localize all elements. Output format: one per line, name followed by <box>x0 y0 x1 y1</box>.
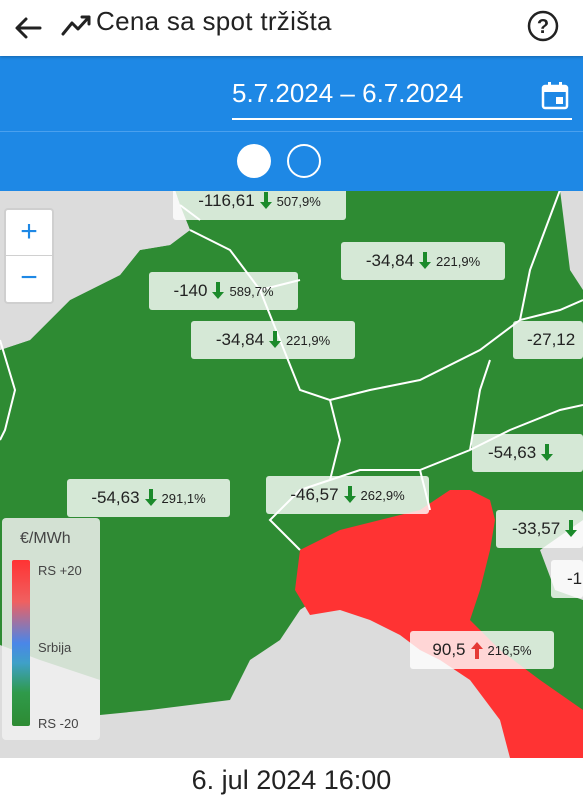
help-icon[interactable]: ? <box>526 9 560 43</box>
date-range-value: 5.7.2024 – 6.7.2024 <box>232 78 464 108</box>
legend-bottom-label: RS -20 <box>38 716 79 731</box>
trending-icon <box>61 15 91 36</box>
zoom-divider <box>6 255 52 256</box>
date-range-field[interactable]: 5.7.2024 – 6.7.2024 <box>232 74 572 120</box>
price-label-slovenia[interactable]: -33,57 <box>496 510 583 548</box>
price-value: -1 <box>567 569 583 588</box>
down-arrow-icon <box>419 252 432 269</box>
price-value: -54,63 <box>488 443 537 462</box>
legend-mid-label: Srbija <box>38 640 72 655</box>
price-label-austria[interactable]: -54,63 <box>472 434 583 472</box>
timestamp: 6. jul 2024 16:00 <box>191 765 392 795</box>
price-label-czechia[interactable]: -27,12 <box>513 321 583 359</box>
svg-text:?: ? <box>537 16 549 38</box>
back-arrow-icon[interactable] <box>10 10 46 46</box>
page-dot-inactive[interactable] <box>287 144 321 178</box>
price-label-france[interactable]: -54,63 291,1% <box>67 479 230 517</box>
price-value: 90,5 <box>432 640 466 659</box>
down-arrow-icon <box>212 282 225 299</box>
page-dot-active[interactable] <box>237 144 271 178</box>
price-label-luxembourg[interactable]: -34,84 221,9% <box>191 321 355 359</box>
price-label-italy[interactable]: 90,5 216,5% <box>410 631 554 669</box>
app-bar: Cena sa spot tržišta ? <box>0 0 583 56</box>
price-change: 507,9% <box>276 193 321 209</box>
up-arrow-icon <box>470 642 483 659</box>
legend-top-label: RS +20 <box>38 563 82 578</box>
legend-gradient <box>12 560 30 726</box>
price-value: -34,84 <box>215 330 265 349</box>
price-label-croatia[interactable]: -1 <box>551 560 583 598</box>
timestamp-bar: 6. jul 2024 16:00 <box>0 758 583 800</box>
price-label-netherlands[interactable]: -116,61 507,9% <box>173 190 346 220</box>
page-indicator <box>0 131 583 191</box>
price-legend: €/MWh RS +20 Srbija RS -20 <box>2 518 100 740</box>
price-value: -54,63 <box>91 488 140 507</box>
price-value: -33,57 <box>512 519 561 538</box>
price-value: -27,12 <box>527 330 576 349</box>
down-arrow-icon <box>144 489 157 506</box>
legend-unit: €/MWh <box>20 530 71 547</box>
down-arrow-icon <box>259 192 272 209</box>
price-value: -140 <box>173 281 208 300</box>
price-label-switzerland[interactable]: -46,57 262,9% <box>266 476 429 514</box>
red-region <box>295 490 583 758</box>
down-arrow-icon <box>565 520 578 537</box>
price-change: 291,1% <box>161 490 206 506</box>
price-change: 262,9% <box>360 487 405 503</box>
calendar-icon[interactable] <box>540 81 570 111</box>
price-change: 216,5% <box>487 642 532 658</box>
date-range-bar: 5.7.2024 – 6.7.2024 <box>0 56 583 131</box>
down-arrow-icon <box>541 444 554 461</box>
zoom-in-button[interactable]: + <box>20 215 38 248</box>
price-value: -116,61 <box>198 191 255 210</box>
down-arrow-icon <box>269 331 282 348</box>
price-label-belgium[interactable]: -140 589,7% <box>149 272 298 310</box>
price-value: -46,57 <box>290 485 339 504</box>
price-change: 589,7% <box>229 283 274 299</box>
price-map[interactable]: + − -116,61 507,9% -34,84 221,9% -140 58… <box>0 190 583 758</box>
zoom-out-button[interactable]: − <box>20 261 38 294</box>
zoom-controls: + − <box>4 208 54 304</box>
down-arrow-icon <box>343 486 356 503</box>
price-change: 221,9% <box>436 253 481 269</box>
price-change: 221,9% <box>286 332 331 348</box>
price-value: -34,84 <box>365 251 415 270</box>
page-title: Cena sa spot tržišta <box>96 6 332 36</box>
price-label-germany[interactable]: -34,84 221,9% <box>341 242 505 280</box>
